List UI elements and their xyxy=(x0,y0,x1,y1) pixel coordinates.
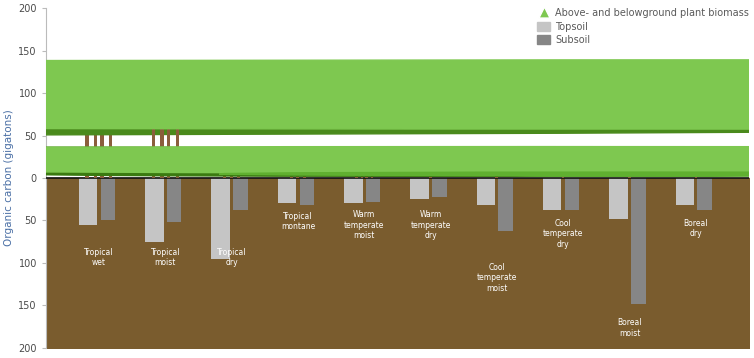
Bar xyxy=(562,175,565,178)
Bar xyxy=(167,108,170,178)
Bar xyxy=(543,178,562,210)
Ellipse shape xyxy=(0,83,754,129)
Ellipse shape xyxy=(0,147,754,165)
Text: Tropical
moist: Tropical moist xyxy=(151,248,180,267)
Bar xyxy=(694,177,697,178)
Bar xyxy=(565,178,579,210)
Ellipse shape xyxy=(0,163,754,172)
Text: Boreal
moist: Boreal moist xyxy=(618,318,642,338)
Bar xyxy=(152,108,155,178)
Legend: Above- and belowground plant biomass, Topsoil, Subsoil: Above- and belowground plant biomass, To… xyxy=(535,6,751,47)
Bar xyxy=(230,163,233,178)
Ellipse shape xyxy=(0,60,754,117)
Bar xyxy=(697,178,712,210)
Y-axis label: Organic carbon (gigatons): Organic carbon (gigatons) xyxy=(5,110,14,246)
Text: Cool
temperate
dry: Cool temperate dry xyxy=(543,219,584,248)
Polygon shape xyxy=(516,172,754,177)
Bar xyxy=(609,178,628,219)
Ellipse shape xyxy=(0,161,754,171)
Bar xyxy=(355,169,357,178)
Text: Warm
temperate
dry: Warm temperate dry xyxy=(410,210,451,240)
Bar xyxy=(477,178,495,205)
Bar xyxy=(233,178,248,210)
Bar xyxy=(296,160,299,178)
Text: Boreal
dry: Boreal dry xyxy=(684,219,708,238)
Bar xyxy=(211,178,230,259)
Text: Tropical
dry: Tropical dry xyxy=(217,248,247,267)
Bar xyxy=(85,122,89,178)
Bar xyxy=(299,178,314,205)
Bar xyxy=(223,163,226,178)
Bar xyxy=(631,178,645,304)
Bar xyxy=(78,178,97,225)
Ellipse shape xyxy=(0,150,754,165)
Bar xyxy=(277,178,296,203)
Bar xyxy=(344,178,363,203)
Ellipse shape xyxy=(0,161,754,170)
Bar xyxy=(371,169,373,178)
Bar xyxy=(495,170,498,178)
Bar xyxy=(100,178,115,221)
Bar xyxy=(366,178,381,202)
Text: Tropical
montane: Tropical montane xyxy=(280,212,315,231)
Bar xyxy=(361,169,363,178)
Text: Tropical
wet: Tropical wet xyxy=(84,248,114,267)
Bar xyxy=(94,122,97,178)
Polygon shape xyxy=(510,174,749,177)
Bar xyxy=(100,122,104,178)
Ellipse shape xyxy=(0,62,754,126)
Bar xyxy=(161,108,164,178)
Ellipse shape xyxy=(0,166,754,174)
Text: Cool
temperate
moist: Cool temperate moist xyxy=(477,263,517,293)
Bar xyxy=(176,108,179,178)
Bar xyxy=(167,178,182,222)
Bar xyxy=(498,178,513,231)
Ellipse shape xyxy=(0,163,754,173)
Bar xyxy=(145,178,164,242)
Bar xyxy=(429,172,432,178)
Bar xyxy=(628,177,631,178)
Ellipse shape xyxy=(219,172,754,176)
Ellipse shape xyxy=(34,172,754,176)
Bar xyxy=(290,160,293,178)
Ellipse shape xyxy=(0,166,754,173)
Ellipse shape xyxy=(0,151,754,167)
Bar xyxy=(410,178,429,199)
Bar xyxy=(109,122,112,178)
Ellipse shape xyxy=(0,146,754,163)
Text: Warm
temperate
moist: Warm temperate moist xyxy=(344,210,385,240)
Bar xyxy=(237,163,240,178)
Bar xyxy=(303,160,306,178)
Bar xyxy=(676,178,694,205)
Ellipse shape xyxy=(0,85,754,136)
Bar xyxy=(365,169,368,178)
Bar xyxy=(432,178,447,197)
